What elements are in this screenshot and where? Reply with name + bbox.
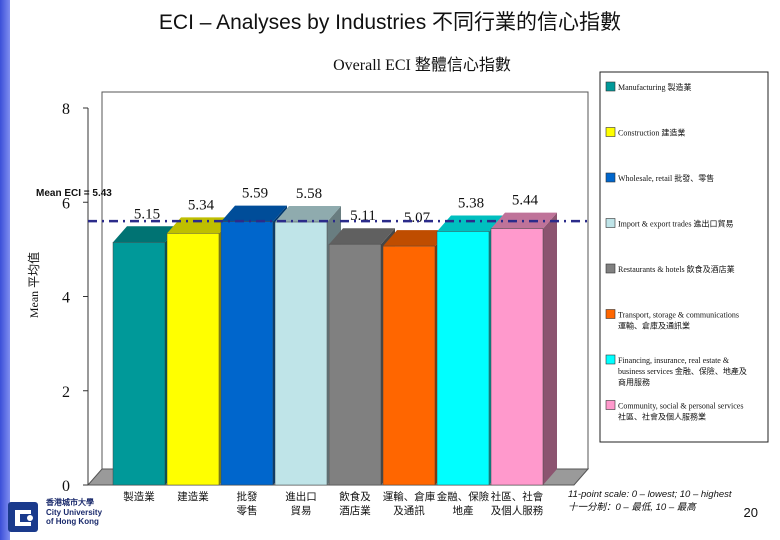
x-category-label: 地產 [453, 504, 474, 517]
x-category-label: 及個人服務 [491, 504, 544, 517]
legend-item-label: Import & export trades 進出口貿易 [618, 219, 734, 229]
chart-title: Overall ECI 整體信心指數 [333, 56, 511, 74]
legend-item-label: Transport, storage & communications [618, 311, 739, 320]
legend-item-label: business services 金融、保險、地產及 [618, 366, 747, 376]
x-category-label: 飲食及 [339, 490, 371, 503]
legend-item-label: Construction 建造業 [618, 128, 685, 138]
y-tick-label: 4 [62, 290, 70, 307]
bar [490, 228, 544, 486]
page-number: 20 [743, 505, 758, 520]
legend-item-label: Restaurants & hotels 飲食及酒店業 [618, 264, 735, 274]
legend-item-label: Manufacturing 製造業 [618, 82, 692, 92]
x-category-label: 製造業 [123, 490, 155, 503]
y-tick-label: 8 [62, 101, 70, 118]
x-category-label: 金融、保險 [437, 490, 490, 503]
bar [382, 245, 436, 486]
x-category-label: 零售 [237, 504, 258, 517]
y-axis-label: Mean 平均值 [26, 252, 41, 318]
bar-top [113, 226, 179, 243]
scale-note-chinese: 十一分制：0 – 最低, 10 – 最高 [568, 502, 696, 513]
x-category-label: 社區、社會 [491, 490, 544, 503]
legend-item-label: 運輸、倉庫及通訊業 [618, 321, 690, 331]
x-category-label: 酒店業 [339, 504, 371, 517]
bar [436, 231, 490, 486]
bar-top [383, 230, 449, 247]
bar-top [329, 228, 395, 245]
scale-note: 11-point scale: 0 – lowest; 10 – highest… [568, 488, 732, 514]
scale-note-english: 11-point scale: 0 – lowest; 10 – highest [568, 489, 732, 500]
logo-line-chinese: 香港城市大學 [46, 498, 94, 507]
legend-swatch [605, 400, 616, 410]
bar-top [437, 215, 503, 232]
x-category-label: 貿易 [291, 505, 312, 517]
legend-swatch [605, 263, 616, 274]
bar-value-label: 5.07 [404, 210, 431, 226]
y-tick-label: 6 [62, 195, 70, 212]
bar [328, 243, 382, 486]
legend-item-label: 社區、社會及個人服務業 [618, 412, 706, 422]
bar-top [221, 205, 287, 222]
bar-value-label: 5.15 [134, 206, 160, 222]
y-tick-label: 0 [62, 478, 70, 495]
legend-swatch [605, 309, 616, 319]
x-category-label: 建造業 [177, 490, 209, 503]
cityu-emblem-icon [8, 502, 38, 532]
x-category-label: 進出口 [285, 490, 317, 503]
legend-swatch [605, 172, 616, 183]
legend-item-label: Community, social & personal services [618, 402, 743, 411]
legend-item-label: 商用服務 [618, 377, 650, 387]
y-tick-label: 2 [62, 384, 70, 401]
x-category-label: 批發 [237, 490, 258, 503]
mean-reference-label: Mean ECI = 5.43 [36, 188, 112, 199]
bar [274, 221, 328, 486]
university-logo: 香港城市大學 City University of Hong Kong [6, 498, 126, 538]
bar-side [543, 212, 557, 485]
bar-top [275, 206, 341, 223]
bar [112, 242, 166, 486]
x-category-label: 及通訊 [393, 504, 425, 517]
legend-swatch [605, 354, 616, 365]
logo-text: 香港城市大學 City University of Hong Kong [46, 498, 102, 527]
legend-swatch [605, 127, 616, 137]
bar-value-label: 5.34 [188, 197, 215, 213]
logo-line-english-1: City University [46, 507, 103, 517]
bar-value-label: 5.38 [458, 195, 484, 211]
bar-value-label: 5.44 [512, 193, 539, 209]
legend-swatch [605, 81, 616, 92]
bar [220, 221, 274, 486]
bar-value-label: 5.59 [242, 186, 268, 202]
slide-accent-bar [0, 0, 10, 540]
logo-line-english-2: of Hong Kong [46, 517, 99, 526]
legend-item-label: Financing, insurance, real estate & [618, 356, 730, 365]
bar-value-label: 5.58 [296, 186, 322, 202]
legend-box [599, 71, 769, 443]
legend-swatch [605, 218, 616, 228]
legend-item-label: Wholesale, retail 批發、零售 [618, 173, 714, 183]
bar [166, 233, 220, 486]
slide-title: ECI – Analyses by Industries 不同行業的信心指數 [158, 11, 622, 34]
x-category-label: 運輸、倉庫 [383, 490, 436, 503]
